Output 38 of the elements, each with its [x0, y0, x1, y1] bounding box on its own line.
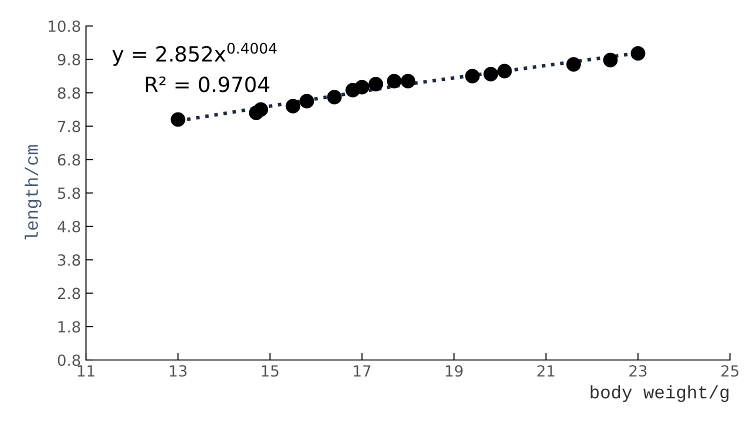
point [170, 112, 186, 127]
y-tick-label: 5.8 [58, 187, 80, 200]
y-tick-label: 9.8 [58, 54, 80, 66]
point [286, 98, 300, 114]
point [630, 46, 646, 61]
point [327, 90, 342, 104]
point [465, 68, 480, 84]
x-tick-label: 11 [78, 365, 94, 376]
point [497, 64, 512, 78]
x-tick-label: 23 [629, 365, 646, 377]
point [300, 94, 314, 108]
point [566, 57, 581, 72]
point [368, 76, 384, 92]
y-axis-title: length/cm [24, 145, 42, 240]
y-tick-label: 8.8 [58, 87, 80, 99]
y-tick-label: 4.8 [58, 220, 80, 232]
point [603, 52, 618, 68]
y-tick-label: 10.8 [48, 20, 80, 32]
y-tick-label: 0.8 [58, 354, 80, 366]
annotation: R² = 0.9704 [146, 76, 270, 92]
point [400, 74, 416, 88]
x-tick-label: 15 [262, 365, 278, 377]
point [354, 80, 370, 94]
y-tick-label: 6.8 [58, 154, 80, 166]
annotation: y = 2.852x$^{0.4004}$ [112, 42, 277, 66]
y-tick-label: 1.8 [58, 321, 80, 333]
point [386, 74, 402, 88]
x-axis-title: body weight/g [590, 385, 728, 402]
x-tick-label: 25 [721, 365, 738, 377]
y-tick-label: 7.8 [58, 120, 80, 132]
point [254, 102, 268, 117]
x-tick-label: 19 [446, 365, 463, 377]
point [484, 66, 498, 82]
y-tick-label: 3.8 [58, 254, 80, 266]
x-tick-label: 21 [537, 365, 554, 376]
y-tick-label: 2.8 [58, 288, 80, 300]
x-tick-label: 17 [354, 365, 370, 376]
x-tick-label: 13 [170, 365, 186, 377]
